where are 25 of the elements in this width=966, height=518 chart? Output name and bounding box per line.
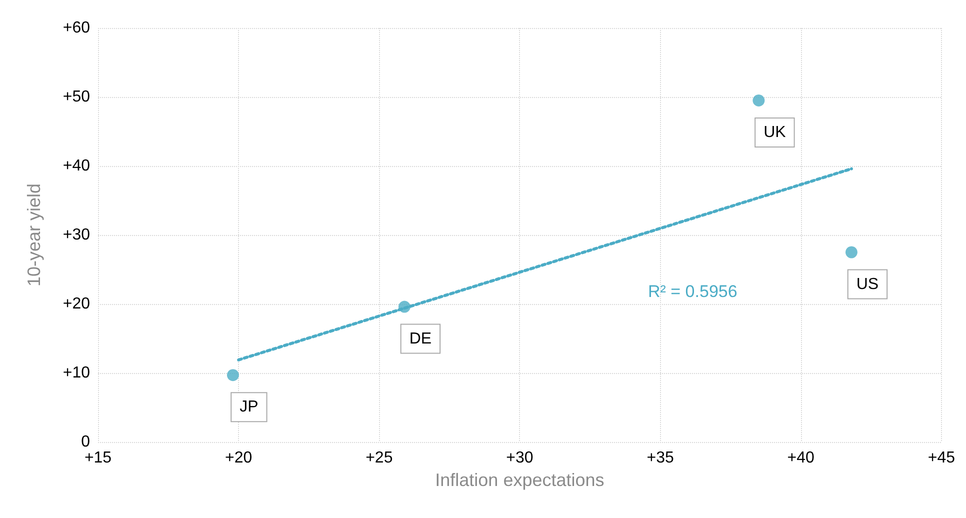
x-tick-label: +40 bbox=[787, 450, 815, 466]
annotation: JP bbox=[240, 398, 258, 416]
point bbox=[226, 369, 239, 382]
x-tick-label: +30 bbox=[506, 450, 534, 466]
annotation: DE bbox=[409, 330, 432, 348]
y-tick-label: +50 bbox=[62, 88, 90, 106]
y-tick-label: +40 bbox=[62, 158, 90, 174]
y-tick-label: 0 bbox=[81, 434, 90, 450]
annotation: US bbox=[856, 276, 879, 293]
annotation: R² = 0.5956 bbox=[648, 282, 738, 301]
annotation: UK bbox=[764, 124, 786, 141]
y-tick-label: +30 bbox=[62, 226, 90, 244]
y-tick-label: +10 bbox=[62, 364, 90, 382]
x-tick-label: +15 bbox=[84, 450, 112, 466]
point bbox=[752, 94, 765, 106]
y-tick-label: +60 bbox=[62, 20, 90, 36]
point bbox=[398, 300, 410, 313]
x-tick-label: +35 bbox=[646, 450, 674, 466]
x-tick-label: +20 bbox=[225, 450, 252, 466]
x-axis-title: Inflation expectations bbox=[435, 470, 604, 490]
y-axis-title: 10-year yield bbox=[24, 183, 44, 287]
point bbox=[845, 246, 858, 258]
x-tick-label: +25 bbox=[366, 450, 393, 466]
x-tick-label: +45 bbox=[928, 450, 956, 466]
y-tick-label: +20 bbox=[62, 296, 90, 312]
